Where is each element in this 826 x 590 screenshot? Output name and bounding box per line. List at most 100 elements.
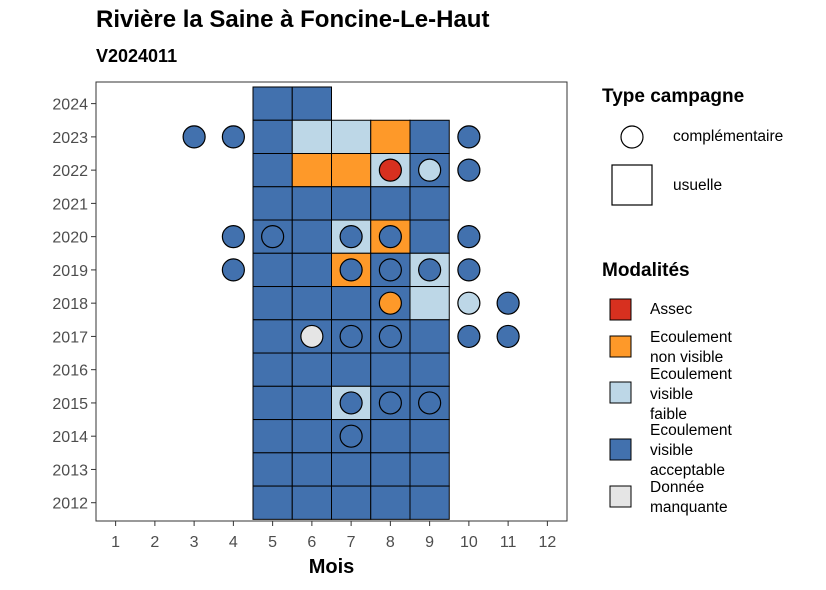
tile-2023-7 bbox=[331, 119, 372, 155]
tile-2016-8 bbox=[370, 352, 411, 387]
legend-label-assec: Assec bbox=[650, 300, 692, 320]
tile-2020-6 bbox=[291, 219, 332, 254]
y-tick-label-2015: 2015 bbox=[52, 396, 88, 413]
tile-2016-7 bbox=[331, 352, 372, 387]
point-2018-8 bbox=[378, 291, 402, 315]
y-tick-label-2020: 2020 bbox=[52, 230, 88, 247]
legend-label-donnee-manquante: Donnée manquante bbox=[650, 478, 728, 518]
tile-2019-6 bbox=[291, 252, 332, 288]
point-2017-8 bbox=[378, 324, 402, 349]
x-tick-label-7: 7 bbox=[347, 534, 356, 551]
point-2018-11 bbox=[496, 291, 520, 315]
tile-2023-9 bbox=[409, 119, 450, 155]
tile-2015-5 bbox=[252, 385, 293, 421]
point-2020-5 bbox=[261, 225, 285, 249]
x-tick-label-1: 1 bbox=[111, 534, 120, 551]
legend-key-complementaire bbox=[620, 125, 644, 149]
tile-2023-8 bbox=[370, 119, 411, 155]
legend-key-assec bbox=[609, 298, 632, 321]
x-tick-label-6: 6 bbox=[307, 534, 316, 551]
axes: 1 2 3 4 5 6 7 8 9 10 11 122012201320142015201620172… bbox=[52, 81, 568, 578]
legend-key-vf bbox=[609, 381, 632, 404]
point-2022-10 bbox=[457, 158, 481, 182]
x-tick-label-9: 9 bbox=[425, 534, 434, 551]
y-tick-label-2014: 2014 bbox=[52, 429, 88, 446]
plot-border bbox=[95, 81, 568, 522]
point-2023-4 bbox=[221, 125, 245, 149]
legend-label-vf-line-2: visible bbox=[650, 386, 694, 403]
x-axis-label: Mois bbox=[309, 556, 355, 578]
tile-2013-5 bbox=[252, 452, 293, 487]
x-tick-label-8: 8 bbox=[386, 534, 395, 551]
y-tick-label-2024: 2024 bbox=[52, 97, 88, 114]
y-tick-label-2013: 2013 bbox=[52, 462, 88, 479]
legend-label-dm-line-1: Donnée bbox=[650, 479, 705, 496]
legend-label-assec-line-1: Assec bbox=[650, 301, 693, 318]
point-2014-7 bbox=[339, 424, 363, 448]
tile-2015-6 bbox=[291, 385, 332, 421]
point-2020-4 bbox=[221, 225, 245, 249]
tile-2014-6 bbox=[291, 419, 332, 454]
point-2015-9 bbox=[418, 391, 442, 415]
tile-2021-9 bbox=[409, 186, 450, 221]
tile-2014-5 bbox=[252, 419, 293, 454]
tile-2022-5 bbox=[252, 153, 293, 188]
y-tick-label-2016: 2016 bbox=[52, 363, 88, 380]
tile-2017-5 bbox=[252, 319, 293, 354]
legend-title-type-campagne: Type campagne bbox=[602, 86, 745, 107]
tile-2013-7 bbox=[331, 452, 372, 487]
point-2019-4 bbox=[221, 258, 245, 282]
tile-2024-5 bbox=[252, 86, 293, 121]
point-2020-10 bbox=[457, 225, 481, 249]
tile-2013-9 bbox=[409, 452, 450, 487]
tile-2016-5 bbox=[252, 352, 293, 387]
tile-2016-9 bbox=[409, 352, 450, 387]
point-2023-10 bbox=[457, 125, 481, 149]
legend-keys bbox=[609, 125, 653, 508]
legend-title-modalites: Modalités bbox=[602, 260, 690, 281]
chart-title: Rivière la Saine à Foncine-Le-Haut bbox=[96, 6, 490, 33]
point-2015-7 bbox=[339, 391, 363, 415]
tile-2020-9 bbox=[409, 219, 450, 254]
tile-2022-7 bbox=[331, 153, 372, 188]
x-tick-label-11: 11 bbox=[500, 534, 517, 551]
tile-2012-5 bbox=[252, 485, 293, 520]
point-2020-8 bbox=[378, 225, 402, 249]
point-2023-3 bbox=[182, 125, 206, 149]
y-tick-label-2012: 2012 bbox=[52, 496, 88, 513]
tile-2023-6 bbox=[291, 119, 332, 155]
legend-key-usuelle bbox=[611, 164, 653, 206]
legend-label-dm-line-2: manquante bbox=[650, 499, 728, 516]
y-tick-label-2019: 2019 bbox=[52, 263, 88, 280]
legend-label-vf-line-3: faible bbox=[650, 406, 688, 423]
point-2017-11 bbox=[496, 324, 520, 349]
point-2018-10 bbox=[457, 291, 481, 315]
tile-2014-9 bbox=[409, 419, 450, 454]
legend-label-nv-line-1: Ecoulement bbox=[650, 329, 732, 346]
tile-2021-7 bbox=[331, 186, 372, 221]
tile-2018-6 bbox=[291, 286, 332, 321]
point-2017-10 bbox=[457, 324, 481, 349]
x-tick-label-10: 10 bbox=[460, 534, 478, 551]
point-2017-7 bbox=[339, 324, 363, 349]
x-tick-label-5: 5 bbox=[268, 534, 277, 551]
y-tick-label-2018: 2018 bbox=[52, 296, 88, 313]
tile-2014-8 bbox=[370, 419, 411, 454]
legend-label-vf-line-1: Ecoulement bbox=[650, 366, 732, 383]
point-2015-8 bbox=[378, 391, 402, 415]
point-2020-7 bbox=[339, 225, 363, 249]
tile-2024-6 bbox=[291, 86, 332, 121]
tile-2019-5 bbox=[252, 252, 293, 288]
legend-label-usuelle: usuelle bbox=[673, 177, 723, 194]
legend-label-va-line-2: visible bbox=[650, 442, 694, 459]
legend-label-complementaire: complémentaire bbox=[673, 128, 784, 145]
tile-2017-9 bbox=[409, 319, 450, 354]
tile-2018-5 bbox=[252, 286, 293, 321]
legend-label-va-line-1: Ecoulement bbox=[650, 422, 732, 439]
legend-label-nv-line-2: non visible bbox=[650, 349, 724, 366]
legend-key-va bbox=[609, 438, 632, 461]
complementaire-points bbox=[182, 125, 520, 448]
point-2019-9 bbox=[418, 258, 442, 282]
x-tick-label-12: 12 bbox=[538, 534, 556, 551]
